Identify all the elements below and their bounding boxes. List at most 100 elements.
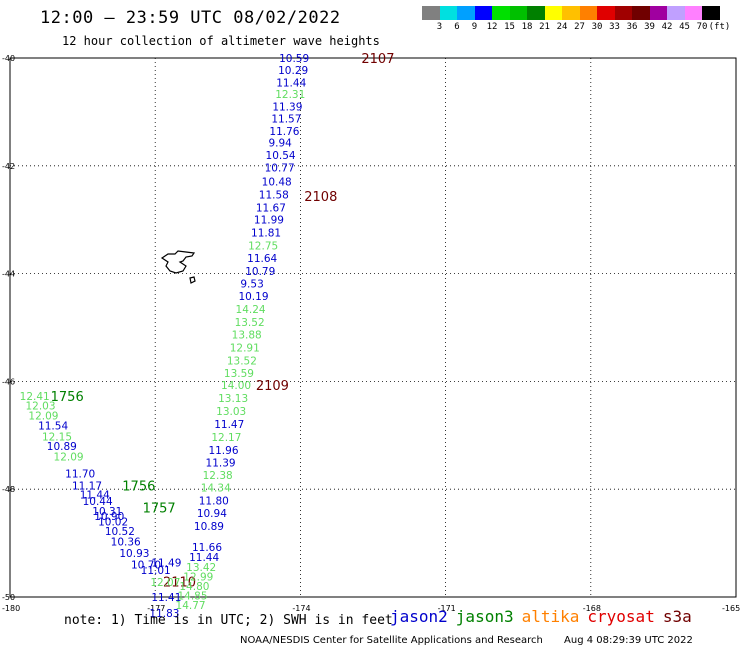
pass-time-label: 2110 — [163, 575, 196, 590]
wave-height-label: 11.41 — [151, 592, 181, 604]
wave-height-label: 14.24 — [236, 304, 266, 316]
wave-height-label: 11.44 — [80, 490, 110, 502]
legend-item-altika: altika — [521, 607, 580, 626]
wave-height-label: 11.70 — [65, 469, 95, 481]
wave-height-label: 11.47 — [214, 419, 244, 431]
wave-height-label: 10.89 — [47, 441, 77, 453]
wave-height-label: 10.48 — [262, 176, 292, 188]
footer-org: NOAA/NESDIS Center for Satellite Applica… — [240, 635, 543, 646]
color-swatch — [457, 6, 475, 20]
wave-height-label: 11.17 — [72, 480, 102, 492]
satellite-legend: jason2 jason3 altika cryosat s3a — [390, 607, 700, 626]
lon-tick-label: -177 — [147, 604, 165, 613]
pass-time-label: 1756 — [122, 479, 155, 494]
color-swatch — [492, 6, 510, 20]
color-swatch — [527, 6, 545, 20]
color-scale-label: 42 — [661, 22, 673, 32]
color-swatch — [597, 6, 615, 20]
color-scale-label: 39 — [644, 22, 655, 32]
color-scale-label: 6 — [454, 22, 460, 32]
wave-height-label: 11.01 — [141, 565, 171, 577]
color-swatch — [544, 6, 562, 20]
wave-height-label: 12.03 — [25, 401, 55, 413]
wave-height-label: 10.59 — [279, 53, 309, 65]
wave-height-label: 10.90 — [94, 511, 124, 523]
wave-height-label: 11.83 — [149, 608, 179, 620]
color-scale-label: 45 — [679, 22, 690, 32]
color-scale-label: 70 — [696, 22, 708, 32]
wave-height-label: 14.77 — [176, 600, 206, 612]
wave-height-label: 13.59 — [224, 368, 254, 380]
wave-height-label: 12.17 — [211, 432, 241, 444]
color-scale-label: 18 — [521, 22, 533, 32]
wave-height-label: 11.81 — [251, 228, 281, 240]
wave-height-label: 11.49 — [151, 558, 181, 570]
wave-height-label: 10.02 — [98, 517, 128, 529]
color-swatch — [614, 6, 632, 20]
wave-height-label: 13.52 — [235, 317, 265, 329]
wave-height-label: 11.80 — [199, 496, 229, 508]
color-swatch — [474, 6, 492, 20]
pass-time-label: 2109 — [256, 379, 289, 394]
wave-height-label: 13.88 — [232, 330, 262, 342]
wave-height-label: 10.29 — [278, 65, 308, 77]
color-swatch — [702, 6, 720, 20]
color-scale-label: 15 — [504, 22, 515, 32]
wave-height-label: 12.41 — [20, 391, 50, 403]
color-scale-label: 36 — [626, 22, 638, 32]
wave-height-label: 10.94 — [197, 508, 227, 520]
color-swatch — [509, 6, 527, 20]
color-scale-label: 33 — [609, 22, 620, 32]
pass-time-labels: 2107 2108 2109 2110 1756 1756 1757 — [51, 52, 395, 590]
wave-height-label: 10.54 — [266, 150, 296, 162]
pass-time-label: 2107 — [361, 52, 394, 67]
lon-tick-label: -171 — [438, 604, 456, 613]
map-grid — [10, 58, 736, 597]
color-scale-label: 27 — [574, 22, 585, 32]
wave-height-label: 11.96 — [208, 445, 238, 457]
wave-height-label: 11.99 — [254, 215, 284, 227]
lon-tick-label: -168 — [583, 604, 601, 613]
wave-height-label: 14.34 — [201, 483, 231, 495]
color-scale-label: 3 — [436, 22, 443, 32]
wave-height-label: 12.07 — [150, 577, 180, 589]
units-note: note: 1) Time is in UTC; 2) SWH is in fe… — [64, 613, 393, 628]
wave-height-values: 10.5910.2911.4412.3111.3911.5711.769.941… — [20, 53, 309, 620]
footer: NOAA/NESDIS Center for Satellite Applica… — [240, 635, 693, 646]
color-scale-label: 21 — [539, 22, 550, 32]
island-coastline — [160, 250, 196, 284]
wave-height-label: 10.44 — [83, 496, 113, 508]
chatham-island-outline — [160, 250, 196, 274]
color-swatch — [684, 6, 702, 20]
pass-time-label: 1757 — [143, 502, 176, 517]
wave-height-label: 14.00 — [221, 380, 251, 392]
pass-time-label: 1756 — [51, 390, 84, 405]
wave-height-label: 11.44 — [276, 77, 306, 89]
lon-tick-label: -180 — [2, 604, 20, 613]
lat-tick-label: -42 — [2, 162, 15, 171]
color-scale-label: 24 — [556, 22, 568, 32]
color-scale-label: 30 — [591, 22, 603, 32]
wave-height-label: 14.80 — [179, 581, 209, 593]
wave-height-label: 12.31 — [275, 89, 305, 101]
color-swatch — [649, 6, 667, 20]
wave-height-label: 13.42 — [186, 562, 216, 574]
wave-height-label: 12.38 — [203, 470, 233, 482]
wave-height-label: 13.52 — [227, 355, 257, 367]
wave-height-label: 11.57 — [271, 113, 301, 125]
wave-height-label: 10.77 — [265, 162, 295, 174]
wave-height-label: 11.76 — [269, 126, 299, 138]
wave-height-label: 11.66 — [192, 542, 222, 554]
pitt-island-outline — [189, 276, 196, 284]
wave-height-label: 10.70 — [131, 560, 161, 572]
wave-height-label: 12.99 — [183, 572, 213, 584]
wave-height-label: 13.03 — [216, 406, 246, 418]
pass-time-label: 2108 — [304, 190, 337, 205]
color-swatch — [667, 6, 685, 20]
legend-item-cryosat: cryosat — [587, 607, 655, 626]
color-scale-label: 9 — [471, 22, 478, 32]
wave-height-label: 11.54 — [38, 421, 68, 433]
wave-height-label: 11.39 — [272, 102, 302, 114]
legend-item-s3a: s3a — [662, 607, 692, 626]
lat-tick-label: -50 — [2, 593, 15, 602]
